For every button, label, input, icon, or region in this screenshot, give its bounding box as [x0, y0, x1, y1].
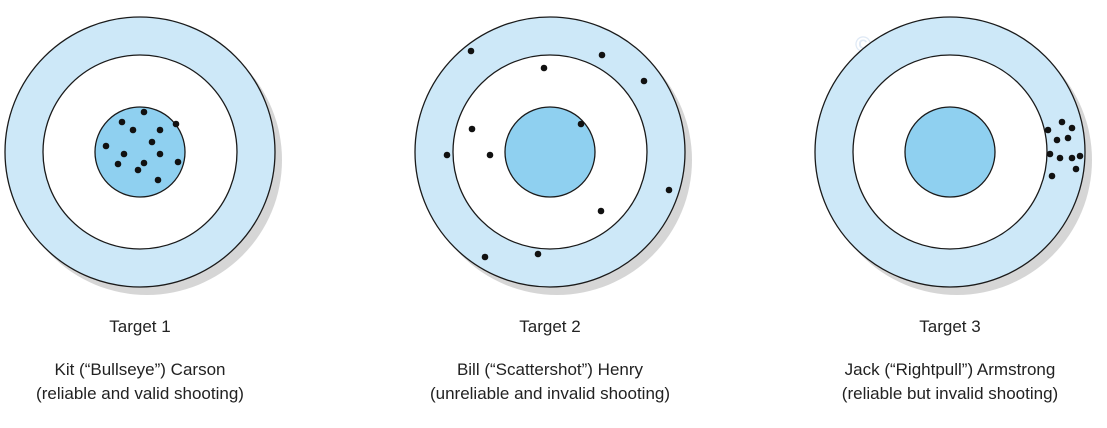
target-2 — [414, 16, 692, 295]
target-2-bullseye — [504, 106, 596, 198]
shot-mark — [597, 207, 605, 215]
shot-mark — [534, 250, 542, 258]
shot-mark — [156, 126, 164, 134]
shot-mark — [1068, 154, 1076, 162]
target-1-shots — [102, 108, 182, 184]
target-2-description: (unreliable and invalid shooting) — [429, 384, 671, 403]
shot-mark — [1053, 136, 1061, 144]
shot-mark — [443, 151, 451, 159]
target-2-shots — [443, 47, 673, 261]
shot-mark — [140, 159, 148, 167]
target-1-shooter: Kit (“Bullseye”) Carson — [54, 360, 226, 379]
shot-mark — [148, 138, 156, 146]
shot-mark — [577, 120, 585, 128]
shot-mark — [172, 120, 180, 128]
target-2-title: Target 2 — [519, 317, 581, 336]
target-3-title: Target 3 — [919, 317, 981, 336]
shot-mark — [540, 64, 548, 72]
shot-mark — [120, 150, 128, 158]
shot-mark — [174, 158, 182, 166]
target-1 — [4, 16, 282, 295]
shot-mark — [118, 118, 126, 126]
shot-mark — [134, 166, 142, 174]
target-2-shooter: Bill (“Scattershot”) Henry — [456, 360, 644, 379]
target-3-shooter: Jack (“Rightpull”) Armstrong — [844, 360, 1056, 379]
shot-mark — [1076, 152, 1084, 160]
target-3-bullseye — [904, 106, 996, 198]
target-1-title: Target 1 — [109, 317, 171, 336]
target-3-shots — [1044, 118, 1084, 180]
shot-mark — [114, 160, 122, 168]
shot-mark — [481, 253, 489, 261]
shot-mark — [154, 176, 162, 184]
shot-mark — [140, 108, 148, 116]
shot-mark — [1058, 118, 1066, 126]
target-3 — [814, 16, 1092, 295]
shot-mark — [1064, 134, 1072, 142]
shot-mark — [1044, 126, 1052, 134]
shot-mark — [640, 77, 648, 85]
shot-mark — [102, 142, 110, 150]
target-1-description: (reliable and valid shooting) — [36, 384, 244, 403]
target-1-bullseye — [94, 106, 186, 198]
shot-mark — [467, 47, 475, 55]
shot-mark — [1056, 154, 1064, 162]
shot-mark — [156, 150, 164, 158]
shot-mark — [486, 151, 494, 159]
shot-mark — [468, 125, 476, 133]
shot-mark — [665, 186, 673, 194]
shot-mark — [1048, 172, 1056, 180]
shot-mark — [129, 126, 137, 134]
shot-mark — [1046, 150, 1054, 158]
shot-mark — [598, 51, 606, 59]
shot-mark — [1068, 124, 1076, 132]
shot-mark — [1072, 165, 1080, 173]
target-3-description: (reliable but invalid shooting) — [841, 384, 1059, 403]
